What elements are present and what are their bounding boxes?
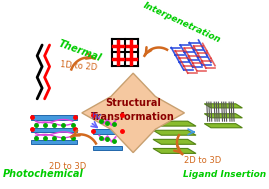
Polygon shape (153, 130, 196, 135)
Text: 2D to 3D: 2D to 3D (49, 162, 86, 171)
Text: hv: hv (92, 112, 102, 121)
Bar (93, 113, 122, 117)
Bar (93, 146, 122, 150)
Polygon shape (204, 114, 242, 118)
Bar (93, 129, 122, 134)
Polygon shape (82, 73, 185, 153)
Text: Ligand Insertion: Ligand Insertion (183, 170, 267, 179)
Text: Photochemical: Photochemical (2, 169, 83, 179)
Polygon shape (204, 104, 242, 108)
Text: Interpenetration: Interpenetration (142, 1, 222, 45)
Polygon shape (204, 124, 242, 128)
Text: 2D to 3D: 2D to 3D (184, 156, 221, 165)
Bar (31, 140, 77, 144)
Polygon shape (153, 121, 196, 126)
Polygon shape (153, 148, 196, 153)
Text: Thermal: Thermal (57, 39, 103, 64)
Bar (31, 128, 77, 132)
Polygon shape (153, 139, 196, 144)
Text: 1D to 2D: 1D to 2D (60, 60, 97, 73)
Bar (31, 115, 77, 119)
Text: Structural
Transformation: Structural Transformation (91, 98, 175, 122)
